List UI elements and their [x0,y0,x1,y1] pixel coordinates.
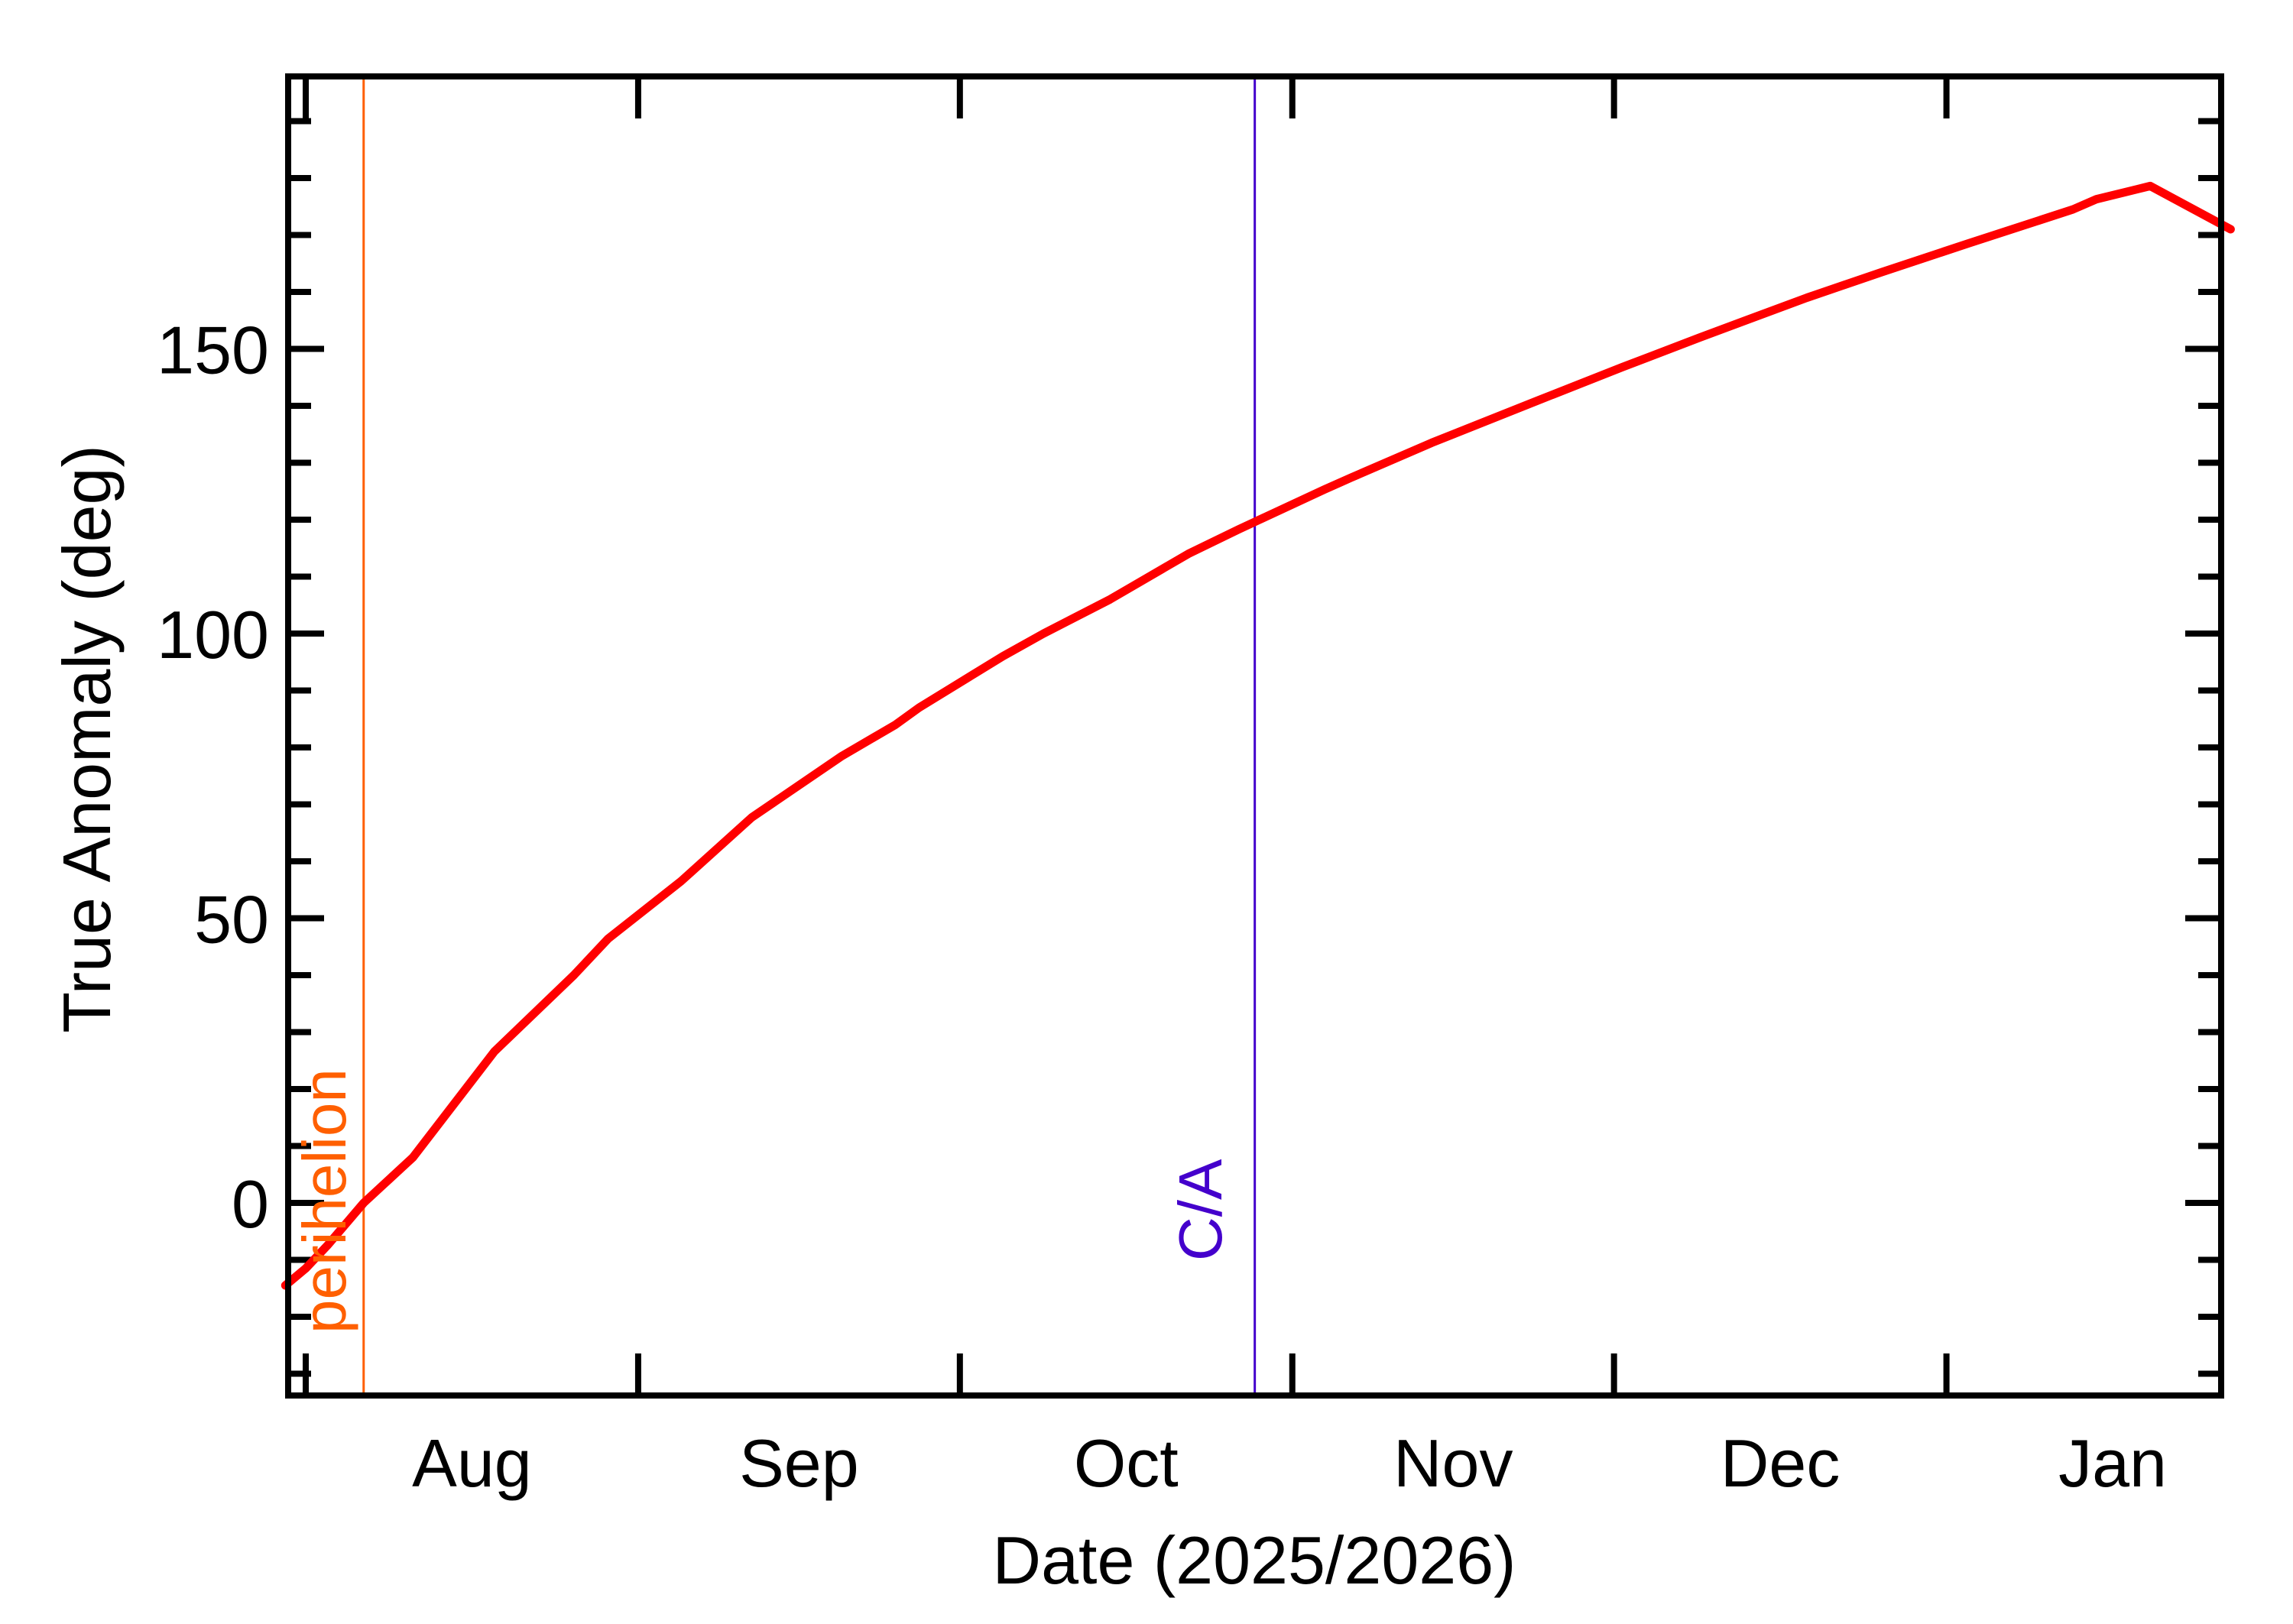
x-tick-label: Nov [1393,1425,1513,1501]
x-tick-labels: Aug Sep Oct Nov Dec Jan [412,1425,2167,1501]
x-axis-title: Date (2025/2026) [993,1522,1516,1598]
x-tick-label: Aug [412,1425,532,1501]
closest-approach-label: C/A [1166,1159,1234,1261]
y-tick-label: 0 [232,1166,269,1242]
true-anomaly-curve [281,181,2235,1290]
y-tick-label: 50 [194,882,269,958]
axis-ticks [288,76,2221,1395]
y-tick-labels: 0 50 100 150 [157,313,269,1243]
perihelion-label: perihelion [290,1068,358,1334]
x-tick-label: Dec [1721,1425,1841,1501]
y-tick-label: 100 [157,597,269,673]
plot-frame [285,73,2224,1399]
y-axis-title: True Anomaly (deg) [49,445,125,1033]
x-tick-label: Oct [1074,1425,1179,1501]
x-tick-label: Jan [2058,1425,2167,1501]
y-tick-label: 150 [157,313,269,388]
x-tick-label: Sep [739,1425,859,1501]
